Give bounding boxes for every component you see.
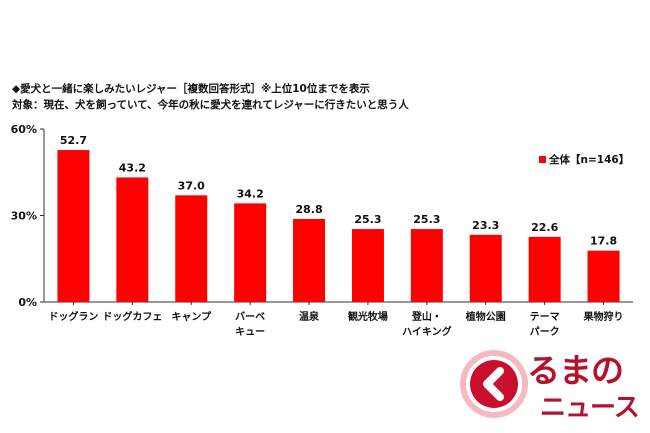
bar (528, 236, 561, 302)
data-label: 43.2 (119, 161, 146, 174)
x-tick-label: キャンプ (171, 310, 212, 323)
data-label: 25.3 (354, 213, 381, 226)
legend-label: 全体【n=146】 (549, 154, 630, 166)
data-label: 17.8 (590, 235, 617, 248)
x-tick-label: 果物狩り (583, 310, 624, 323)
bar (175, 195, 208, 302)
bar (116, 177, 149, 302)
data-label: 34.2 (237, 187, 264, 200)
data-label: 37.0 (178, 179, 205, 192)
data-label: 25.3 (413, 213, 440, 226)
y-tick-label: 0% (18, 296, 37, 309)
bar (293, 218, 326, 302)
x-tick-label: 観光牧場 (348, 310, 388, 323)
x-tick-label: ドッグラン (48, 310, 98, 323)
kuruma-news-logo: るまの ニュース (460, 342, 645, 426)
chart-title: ◆愛犬と一緒に楽しみたいレジャー［複数回答形式］※上位10位までを表示 (12, 83, 370, 95)
logo-text-bottom: ニュース (540, 393, 640, 423)
bar (57, 150, 90, 302)
x-tick-label: ハイキング (402, 325, 452, 338)
bar (234, 203, 267, 302)
logo-mark-icon (460, 350, 528, 418)
data-label: 23.3 (472, 219, 499, 232)
data-label: 52.7 (60, 134, 87, 147)
x-tick-label: テーマ (530, 311, 560, 323)
data-label: 28.8 (295, 203, 322, 216)
y-tick-label: 30% (11, 210, 37, 223)
y-tick-label: 60% (11, 123, 37, 136)
x-tick-label: 登山・ (411, 310, 442, 323)
chart-subtitle: 対象：現在、犬を飼っていて、今年の秋に愛犬を連れてレジャーに行きたいと思う人 (12, 99, 409, 111)
legend-swatch (539, 156, 546, 163)
legend: 全体【n=146】 (539, 152, 629, 167)
x-tick-label: キュー (235, 326, 265, 338)
logo-text-top: るまの (527, 351, 624, 390)
bar (587, 250, 620, 302)
x-tick-label: ドッグカフェ (102, 310, 162, 323)
x-tick-label: 温泉 (299, 310, 320, 323)
bar (410, 229, 443, 302)
x-tick-label: 植物公園 (465, 310, 506, 323)
x-tick-label: バーベ (235, 311, 265, 323)
bar (351, 229, 384, 302)
x-tick-label: パーク (530, 326, 560, 338)
data-label: 22.6 (531, 221, 558, 234)
bar (469, 234, 502, 302)
